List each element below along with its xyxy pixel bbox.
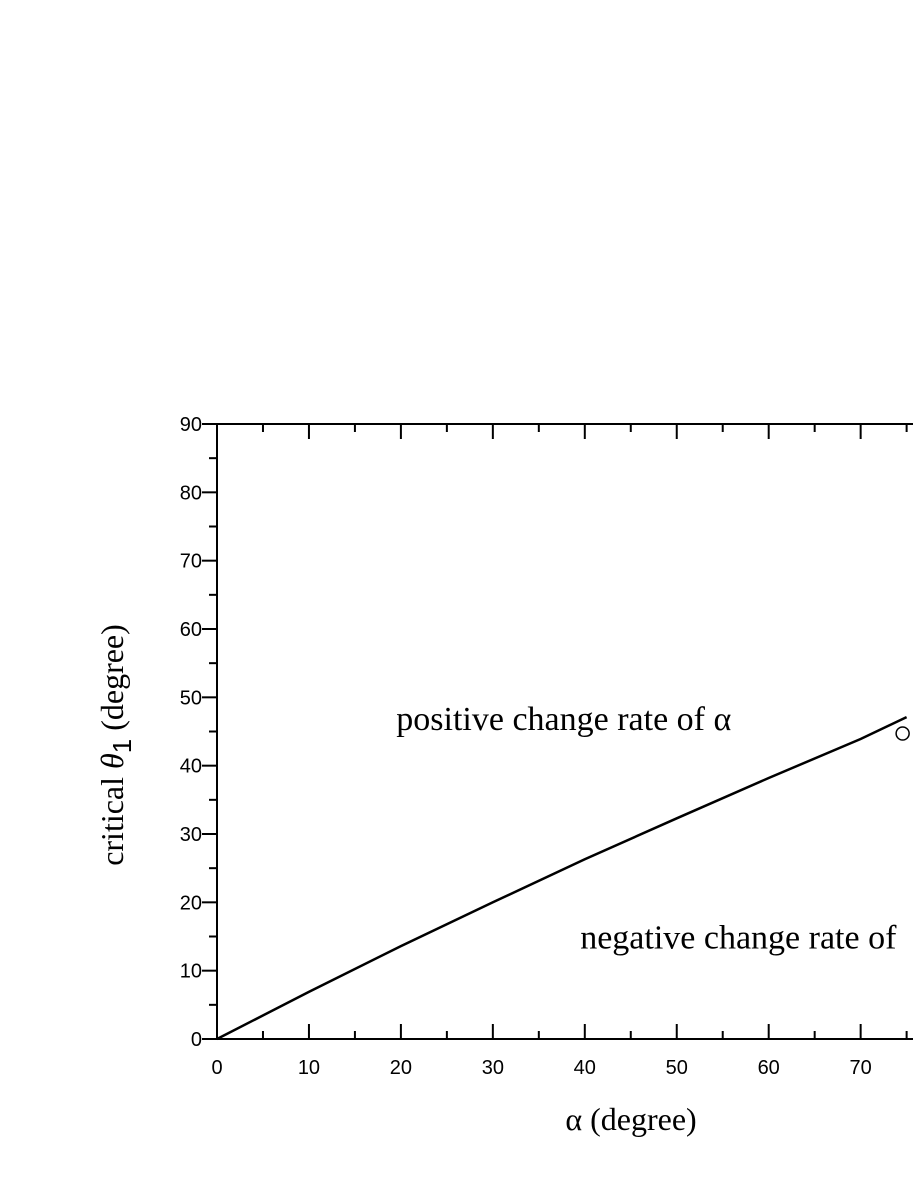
y-tick-label: 10 bbox=[180, 961, 202, 983]
y-tick-label: 30 bbox=[180, 824, 202, 846]
y-tick-label: 70 bbox=[180, 551, 202, 573]
labels: positive change rate of α negative change… bbox=[94, 624, 897, 1137]
y-tick-label: 40 bbox=[180, 756, 202, 778]
y-tick-label: 0 bbox=[191, 1029, 202, 1051]
y-tick-label: 80 bbox=[180, 482, 202, 504]
x-tick-label: 50 bbox=[666, 1057, 688, 1079]
open-circle-marker bbox=[895, 726, 910, 741]
y-tick-label: 20 bbox=[180, 892, 202, 914]
y-tick-label: 60 bbox=[180, 619, 202, 641]
x-tick-label: 40 bbox=[574, 1057, 596, 1079]
series bbox=[216, 715, 908, 1041]
x-axis-title: α (degree) bbox=[565, 1101, 696, 1137]
annotation-label: negative change rate of bbox=[580, 920, 897, 957]
critical-theta-line bbox=[216, 715, 908, 1041]
x-tick-label: 60 bbox=[758, 1057, 780, 1079]
x-tick-label: 30 bbox=[482, 1057, 504, 1079]
markers bbox=[895, 726, 910, 741]
x-tick-label: 0 bbox=[211, 1057, 222, 1079]
y-tick-label: 50 bbox=[180, 687, 202, 709]
ticks: 0 10 20 30 40 50 60 70 0 10 20 30 40 50 60 70 80 90 bbox=[180, 414, 908, 1079]
y-axis-title: critical θ1 (degree) bbox=[94, 624, 137, 866]
x-tick-label: 20 bbox=[390, 1057, 412, 1079]
x-tick-label: 70 bbox=[850, 1057, 872, 1079]
x-tick-label: 10 bbox=[298, 1057, 320, 1079]
annotation-label: positive change rate of α bbox=[396, 701, 731, 738]
y-tick-label: 90 bbox=[180, 414, 202, 436]
